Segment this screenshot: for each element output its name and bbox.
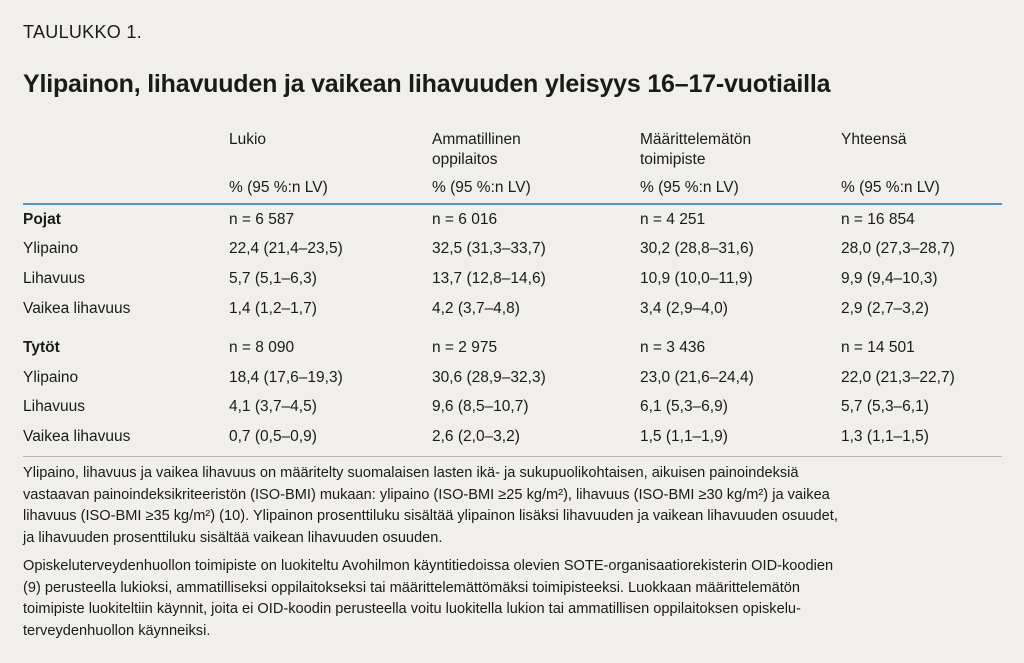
footnote-line: vastaavan painoindeksikriteeristön (ISO-… [23, 486, 830, 503]
table-cell: n = 3 436 [640, 339, 706, 356]
table-cell: 5,7 (5,1–6,3) [229, 270, 317, 287]
column-header-line: oppilaitos [432, 151, 498, 168]
column-header-yhteensa: Yhteensä [841, 130, 907, 150]
column-header-lukio: Lukio [229, 130, 266, 150]
table-row: Ylipaino 18,4 (17,6–19,3) 30,6 (28,9–32,… [0, 369, 1024, 393]
footnote-line: terveydenhuollon käynneiksi. [23, 622, 211, 639]
table-row: Lihavuus 5,7 (5,1–6,3) 13,7 (12,8–14,6) … [0, 270, 1024, 294]
table-cell: 2,6 (2,0–3,2) [432, 428, 520, 445]
footnote-line: toimipiste luokiteltiin käynnit, joita e… [23, 601, 801, 617]
footnote-classification: Opiskeluterveydenhuollon toimipiste on l… [23, 556, 1008, 642]
table-cell: 23,0 (21,6–24,4) [640, 369, 754, 386]
column-header-line: Lukio [229, 131, 267, 148]
row-label: Lihavuus [23, 270, 86, 287]
table-cell: 6,1 (5,3–6,9) [640, 398, 728, 415]
table-cell: n = 14 501 [841, 339, 915, 356]
table-row: Ylipaino 22,4 (21,4–23,5) 32,5 (31,3–33,… [0, 240, 1024, 264]
table-cell: 4,2 (3,7–4,8) [432, 300, 520, 317]
table-cell: n = 4 251 [640, 211, 706, 228]
table-title: Ylipainon, lihavuuden ja vaikean lihavuu… [23, 70, 831, 98]
table-cell: 32,5 (31,3–33,7) [432, 240, 546, 257]
table-row: Pojat n = 6 587 n = 6 016 n = 4 251 n = … [0, 211, 1024, 235]
table-cell: 1,3 (1,1–1,5) [841, 428, 929, 445]
table-cell: n = 6 587 [229, 211, 295, 228]
table-cell: n = 8 090 [229, 339, 295, 356]
row-label: Ylipaino [23, 369, 79, 386]
table-cell: 9,9 (9,4–10,3) [841, 270, 938, 287]
table-row: Vaikea lihavuus 0,7 (0,5–0,9) 2,6 (2,0–3… [0, 428, 1024, 452]
table-cell: 4,1 (3,7–4,5) [229, 398, 317, 415]
table-cell: 2,9 (2,7–3,2) [841, 300, 929, 317]
column-unit: % (95 %:n LV) [432, 179, 531, 196]
table-cell: 0,7 (0,5–0,9) [229, 428, 317, 445]
table-cell: n = 6 016 [432, 211, 498, 228]
table-row: Vaikea lihavuus 1,4 (1,2–1,7) 4,2 (3,7–4… [0, 300, 1024, 324]
table-cell: 22,0 (21,3–22,7) [841, 369, 955, 386]
row-label: Pojat [23, 211, 61, 228]
table-cell: 28,0 (27,3–28,7) [841, 240, 955, 257]
header-divider [23, 203, 1002, 205]
table-row: Tytöt n = 8 090 n = 2 975 n = 3 436 n = … [0, 339, 1024, 363]
column-header-line: Ammatillinen [432, 131, 521, 148]
column-header-line: Yhteensä [841, 131, 907, 148]
row-label: Ylipaino [23, 240, 79, 257]
table-cell: 30,2 (28,8–31,6) [640, 240, 754, 257]
table-cell: 30,6 (28,9–32,3) [432, 369, 546, 386]
row-label: Lihavuus [23, 398, 86, 415]
column-unit: % (95 %:n LV) [841, 179, 940, 196]
column-header-line: Määrittelemätön [640, 131, 752, 148]
table-cell: 9,6 (8,5–10,7) [432, 398, 529, 415]
footnote-definitions: Ylipaino, lihavuus ja vaikea lihavuus on… [23, 463, 1008, 549]
table-cell: 22,4 (21,4–23,5) [229, 240, 343, 257]
column-unit: % (95 %:n LV) [640, 179, 739, 196]
footnote-line: (9) perusteella lukioksi, ammatilliseksi… [23, 579, 801, 596]
footnote-line: Opiskeluterveydenhuollon toimipiste on l… [23, 558, 834, 574]
table-cell: n = 2 975 [432, 339, 498, 356]
table-cell: 13,7 (12,8–14,6) [432, 270, 546, 287]
column-header-maarittelematon: Määrittelemätön toimipiste [640, 130, 751, 170]
row-label: Vaikea lihavuus [23, 300, 131, 317]
table-cell: 1,5 (1,1–1,9) [640, 428, 728, 445]
column-header-line: toimipiste [640, 151, 706, 168]
table-cell: 5,7 (5,3–6,1) [841, 398, 929, 415]
table-cell: 3,4 (2,9–4,0) [640, 300, 728, 317]
table-cell: 1,4 (1,2–1,7) [229, 300, 317, 317]
footnote-line: lihavuus (ISO-BMI ≥35 kg/m²) (10). Ylipa… [23, 508, 838, 524]
column-unit: % (95 %:n LV) [229, 179, 328, 196]
table-row: Lihavuus 4,1 (3,7–4,5) 9,6 (8,5–10,7) 6,… [0, 398, 1024, 422]
table-cell: 10,9 (10,0–11,9) [640, 270, 753, 287]
column-header-ammatillinen: Ammatillinen oppilaitos [432, 130, 521, 170]
row-label: Tytöt [23, 339, 60, 356]
table-label: TAULUKKO 1. [23, 22, 142, 42]
table-cell: n = 16 854 [841, 211, 915, 228]
footnote-line: ja lihavuuden prosenttiluku sisältää vai… [23, 529, 443, 546]
footer-divider [23, 456, 1002, 457]
table-cell: 18,4 (17,6–19,3) [229, 369, 343, 386]
footnote-line: Ylipaino, lihavuus ja vaikea lihavuus on… [23, 465, 799, 481]
row-label: Vaikea lihavuus [23, 428, 131, 445]
